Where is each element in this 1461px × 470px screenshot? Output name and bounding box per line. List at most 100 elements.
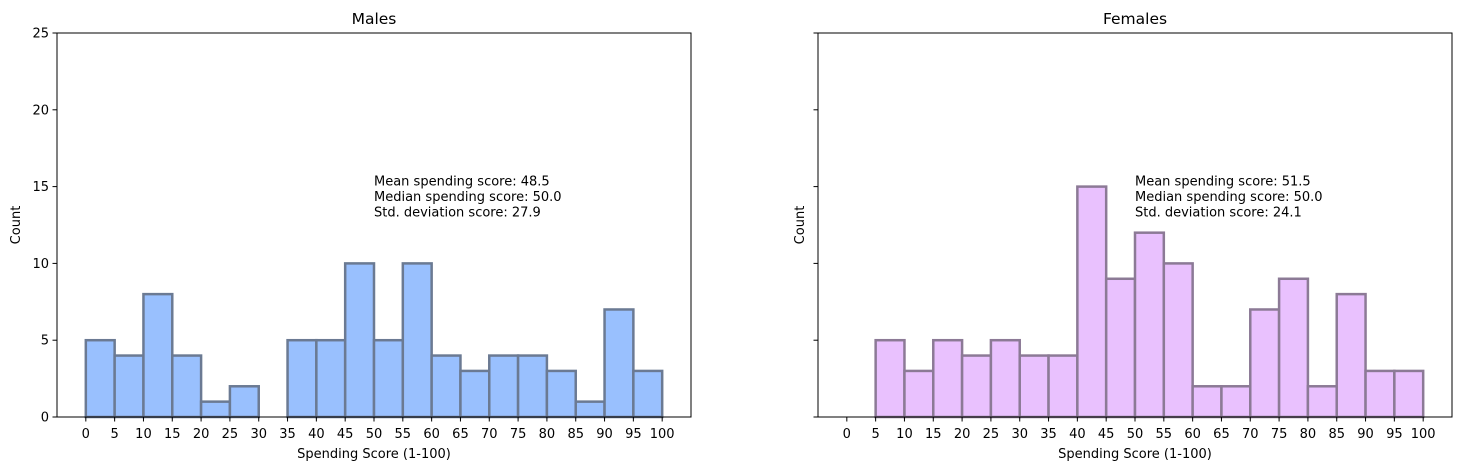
males-y-tick-label: 10 [32, 257, 49, 272]
females-y-axis-label: Count [793, 206, 808, 245]
males-bar [199, 400, 232, 419]
males-x-axis-label: Spending Score (1-100) [297, 447, 451, 462]
males-bar [632, 369, 664, 419]
males-x-tick-label: 60 [423, 427, 440, 442]
males-y-tick-label: 20 [32, 103, 49, 118]
females-chart-title: Females [1103, 10, 1167, 28]
females-x-tick-label: 15 [925, 427, 942, 442]
males-x-tick-label: 15 [164, 427, 181, 442]
males-x-tick-label: 35 [279, 427, 296, 442]
females-bar [1076, 185, 1108, 419]
males-x-tick-label: 0 [82, 427, 90, 442]
females-x-tick-label: 50 [1127, 427, 1144, 442]
females-stats-line: Median spending score: 50.0 [1135, 190, 1323, 205]
females-bar [1018, 354, 1050, 419]
males-x-tick-label: 80 [539, 427, 556, 442]
females-bar [932, 338, 964, 419]
females-x-tick-label: 30 [1011, 427, 1028, 442]
males-x-tick-label: 70 [481, 427, 498, 442]
females-x-tick-label: 65 [1213, 427, 1230, 442]
females-x-tick-label: 90 [1357, 427, 1374, 442]
males-y-tick-label: 15 [32, 180, 49, 195]
females-x-tick-label: 70 [1242, 427, 1259, 442]
females-bar [1277, 277, 1310, 419]
males-stats-line: Median spending score: 50.0 [374, 190, 562, 205]
females-bar [874, 338, 906, 419]
females-x-axis-label: Spending Score (1-100) [1058, 447, 1212, 462]
males-bar [574, 400, 606, 419]
females-bar [960, 354, 993, 419]
males-y-tick-label: 25 [32, 27, 49, 42]
males-bars [84, 262, 664, 419]
males-bar [372, 338, 405, 419]
males-x-tick-label: 85 [567, 427, 584, 442]
males-bar [84, 338, 116, 419]
males-bar [430, 354, 462, 419]
females-x-tick-label: 95 [1386, 427, 1403, 442]
males-x-tick-label: 50 [366, 427, 383, 442]
males-bar [401, 262, 433, 419]
males-y-tick-label: 5 [41, 334, 49, 349]
males-panel: 0 5 10 15 20 25 30 35 40 45 50 55 60 65 70 75 80 85 90 95 10… [9, 10, 692, 462]
females-bar [1249, 308, 1281, 419]
males-x-tick-label: 40 [308, 427, 325, 442]
females-y-axis [813, 32, 818, 418]
females-x-tick-label: 5 [871, 427, 879, 442]
males-bar [516, 354, 549, 419]
males-x-tick-label: 45 [337, 427, 354, 442]
females-x-tick-label: 100 [1411, 427, 1436, 442]
females-x-tick-label: 40 [1069, 427, 1086, 442]
males-x-tick-label: 100 [650, 427, 675, 442]
females-bar [1191, 385, 1223, 419]
females-x-tick-label: 0 [843, 427, 851, 442]
females-x-tick-label: 75 [1271, 427, 1288, 442]
males-bar [113, 354, 145, 419]
males-x-tick-label: 30 [250, 427, 267, 442]
males-bar [459, 369, 491, 419]
females-x-tick-label: 60 [1184, 427, 1201, 442]
females-bar [989, 338, 1021, 419]
males-x-tick-label: 75 [510, 427, 527, 442]
females-x-tick-label: 25 [983, 427, 1000, 442]
females-x-tick-label: 10 [896, 427, 913, 442]
females-x-tick-label: 85 [1328, 427, 1345, 442]
males-stats-line: Mean spending score: 48.5 [374, 175, 550, 190]
females-bar [903, 369, 935, 419]
males-x-tick-label: 25 [222, 427, 239, 442]
females-bar [1306, 385, 1338, 419]
males-bar [286, 338, 318, 419]
females-x-tick-label: 80 [1300, 427, 1317, 442]
females-x-axis: 0 5 10 15 20 25 30 35 40 45 50 55 60 65 70 75 80 85 90 95 10… [843, 417, 1436, 442]
females-bar [1104, 277, 1137, 419]
females-x-tick-label: 45 [1098, 427, 1115, 442]
males-y-axis: 0 5 10 15 20 25 [32, 27, 57, 426]
females-bar [1335, 292, 1367, 419]
females-bar [1364, 369, 1396, 419]
females-panel: 0 5 10 15 20 25 30 35 40 45 50 55 60 65 70 75 80 85 90 95 10… [793, 10, 1453, 462]
males-x-axis: 0 5 10 15 20 25 30 35 40 45 50 55 60 65 70 75 80 85 90 95 10… [82, 417, 675, 442]
females-bar [1133, 231, 1166, 419]
males-bar [488, 354, 520, 419]
females-bar [1393, 369, 1425, 419]
males-x-tick-label: 55 [395, 427, 412, 442]
females-x-tick-label: 35 [1040, 427, 1057, 442]
males-y-tick-label: 0 [41, 411, 49, 426]
males-x-tick-label: 5 [110, 427, 118, 442]
males-bar [315, 338, 347, 419]
males-x-tick-label: 65 [452, 427, 469, 442]
females-bar [1047, 354, 1079, 419]
males-x-tick-label: 90 [596, 427, 613, 442]
males-stats-line: Std. deviation score: 27.9 [374, 206, 541, 221]
males-bar [343, 262, 376, 419]
males-x-tick-label: 20 [193, 427, 210, 442]
males-bar [545, 369, 577, 419]
males-bar [171, 354, 203, 419]
males-x-tick-label: 95 [625, 427, 642, 442]
females-x-tick-label: 20 [954, 427, 971, 442]
males-bar [603, 308, 635, 419]
males-y-axis-label: Count [9, 206, 24, 245]
males-chart-title: Males [352, 10, 397, 28]
females-bar [1162, 262, 1194, 419]
